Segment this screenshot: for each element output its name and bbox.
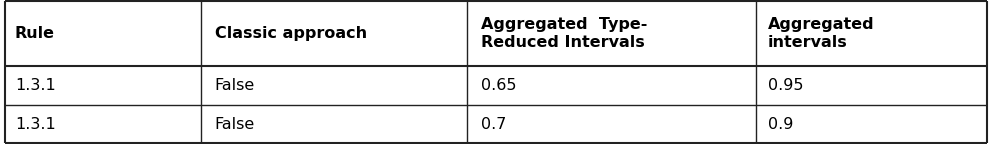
Text: Aggregated
intervals: Aggregated intervals	[768, 17, 874, 50]
Text: 0.95: 0.95	[768, 78, 804, 93]
Text: Aggregated  Type-
Reduced Intervals: Aggregated Type- Reduced Intervals	[481, 17, 648, 50]
Text: 0.65: 0.65	[481, 78, 517, 93]
Text: 0.7: 0.7	[481, 116, 506, 131]
Text: Classic approach: Classic approach	[214, 26, 367, 41]
Text: False: False	[214, 78, 255, 93]
Text: 1.3.1: 1.3.1	[15, 78, 56, 93]
Text: False: False	[214, 116, 255, 131]
Text: 1.3.1: 1.3.1	[15, 116, 56, 131]
Text: 0.9: 0.9	[768, 116, 794, 131]
Text: Rule: Rule	[15, 26, 55, 41]
